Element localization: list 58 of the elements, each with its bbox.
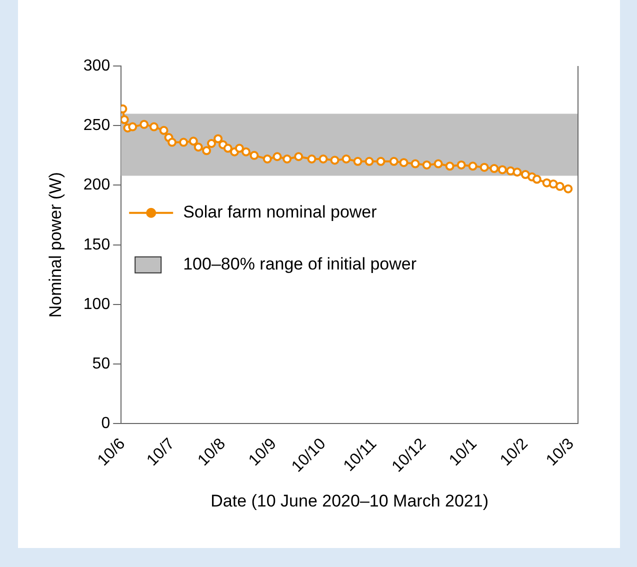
- x-axis-title: Date (10 June 2020–10 March 2021): [210, 491, 488, 510]
- point: [194, 142, 203, 152]
- point: [520, 170, 530, 180]
- point: [282, 154, 292, 164]
- point: [223, 144, 232, 153]
- point: [250, 150, 259, 160]
- point: [214, 134, 223, 144]
- x-tick-label: 10/1: [446, 435, 480, 470]
- point: [410, 159, 420, 168]
- point: [434, 159, 443, 168]
- point: [128, 122, 138, 132]
- point: [342, 154, 351, 164]
- point: [512, 168, 522, 177]
- point: [548, 180, 558, 189]
- y-axis-title: Nominal power (W): [46, 172, 65, 318]
- point: [389, 156, 398, 166]
- y-tick-label: 300: [83, 57, 110, 74]
- point: [121, 115, 129, 124]
- point: [353, 156, 362, 166]
- point: [179, 138, 188, 147]
- point: [480, 162, 489, 172]
- point: [364, 156, 374, 166]
- legend-label: Solar farm nominal power: [183, 202, 378, 222]
- point: [456, 160, 466, 170]
- point: [140, 120, 149, 129]
- point: [234, 144, 244, 153]
- point: [532, 174, 542, 184]
- point: [188, 136, 198, 146]
- y-tick-label: 100: [83, 296, 110, 313]
- point: [506, 166, 516, 176]
- point: [422, 160, 432, 170]
- y-tick-label: 200: [83, 176, 110, 194]
- point: [294, 152, 304, 162]
- point: [445, 162, 454, 171]
- point: [468, 162, 478, 171]
- legend-label: 100–80% range of initial power: [183, 254, 417, 274]
- point: [564, 184, 573, 194]
- point: [399, 158, 408, 168]
- point: [168, 138, 177, 147]
- point: [330, 156, 340, 165]
- point: [555, 182, 564, 191]
- point: [318, 154, 328, 164]
- x-tick-label: 10/8: [194, 435, 230, 470]
- point: [242, 147, 251, 156]
- y-tick-label: 150: [83, 236, 110, 254]
- point: [149, 122, 158, 132]
- point: [272, 152, 282, 162]
- y-tick-label: 50: [92, 356, 110, 372]
- y-tick-label: 0: [101, 415, 110, 432]
- point: [490, 164, 499, 174]
- point: [159, 126, 168, 135]
- point: [206, 139, 216, 148]
- y-tick-label: 250: [83, 117, 110, 134]
- point: [262, 154, 272, 164]
- point: [498, 165, 507, 174]
- point: [202, 146, 212, 156]
- point: [307, 154, 316, 164]
- point: [376, 156, 386, 166]
